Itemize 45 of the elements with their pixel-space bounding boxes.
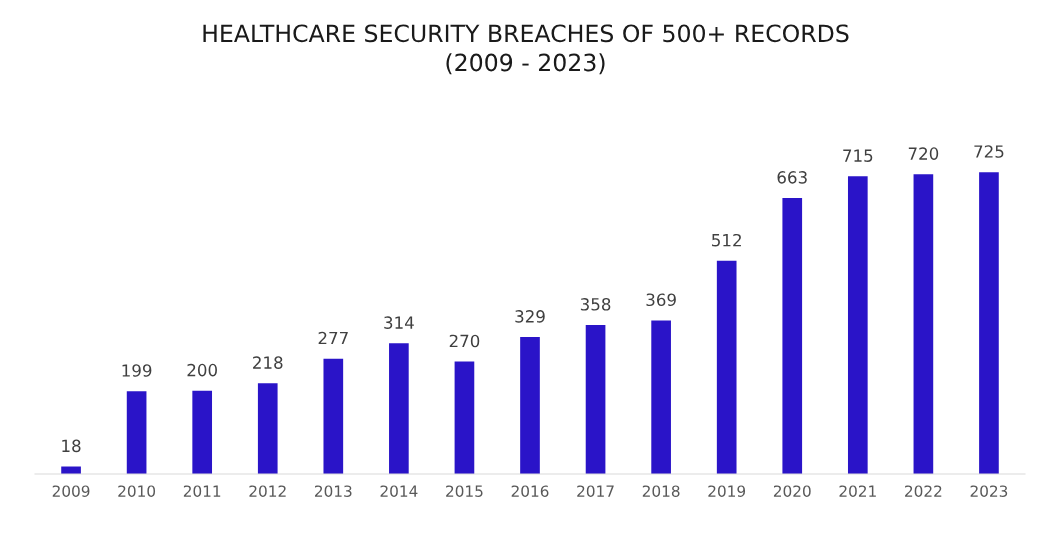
x-tick-label: 2019 <box>708 485 746 497</box>
data-label: 725 <box>974 145 1004 158</box>
data-label: 369 <box>646 293 676 307</box>
x-tick-label: 2016 <box>511 485 549 497</box>
bar <box>651 320 671 474</box>
data-label: 218 <box>253 356 283 369</box>
x-tick-label: 2011 <box>183 485 221 497</box>
x-tick-label: 2021 <box>839 485 876 497</box>
x-tick-label: 2013 <box>314 485 352 497</box>
data-label: 277 <box>318 331 348 345</box>
bar <box>782 197 803 474</box>
x-tick-label: 2015 <box>446 485 483 497</box>
data-label: 18 <box>62 439 81 453</box>
x-tick-label: 2017 <box>577 485 614 497</box>
bar <box>257 383 278 474</box>
data-label: 663 <box>777 171 807 184</box>
x-tick-label: 2022 <box>905 485 942 497</box>
data-label: 358 <box>580 298 611 311</box>
bar <box>126 391 147 474</box>
x-tick-label: 2018 <box>642 485 680 497</box>
x-tick-label: 2014 <box>380 485 418 497</box>
x-tick-label: 2009 <box>52 485 90 497</box>
bar <box>979 172 999 474</box>
bar <box>913 174 934 474</box>
bar <box>520 337 540 474</box>
data-label: 329 <box>515 310 545 323</box>
bar <box>847 176 868 474</box>
data-label: 715 <box>843 149 873 162</box>
x-tick-label: 2020 <box>773 485 811 497</box>
bar <box>323 358 344 474</box>
x-tick-label: 2012 <box>249 485 286 497</box>
data-label: 720 <box>908 147 939 160</box>
bar <box>585 324 606 474</box>
bar <box>389 343 409 474</box>
data-label: 314 <box>384 316 414 329</box>
bar <box>716 260 737 474</box>
data-label: 270 <box>449 334 480 348</box>
x-tick-label: 2023 <box>970 485 1008 497</box>
chart-title: HEALTHCARE SECURITY BREACHES OF 500+ RECORDS (2009 - 2023) <box>203 24 849 75</box>
bar <box>192 390 213 474</box>
data-label: 199 <box>122 364 152 377</box>
x-tick-label: 2010 <box>118 485 156 497</box>
data-label: 512 <box>712 233 741 247</box>
data-label: 200 <box>187 363 217 377</box>
bar <box>454 361 475 474</box>
